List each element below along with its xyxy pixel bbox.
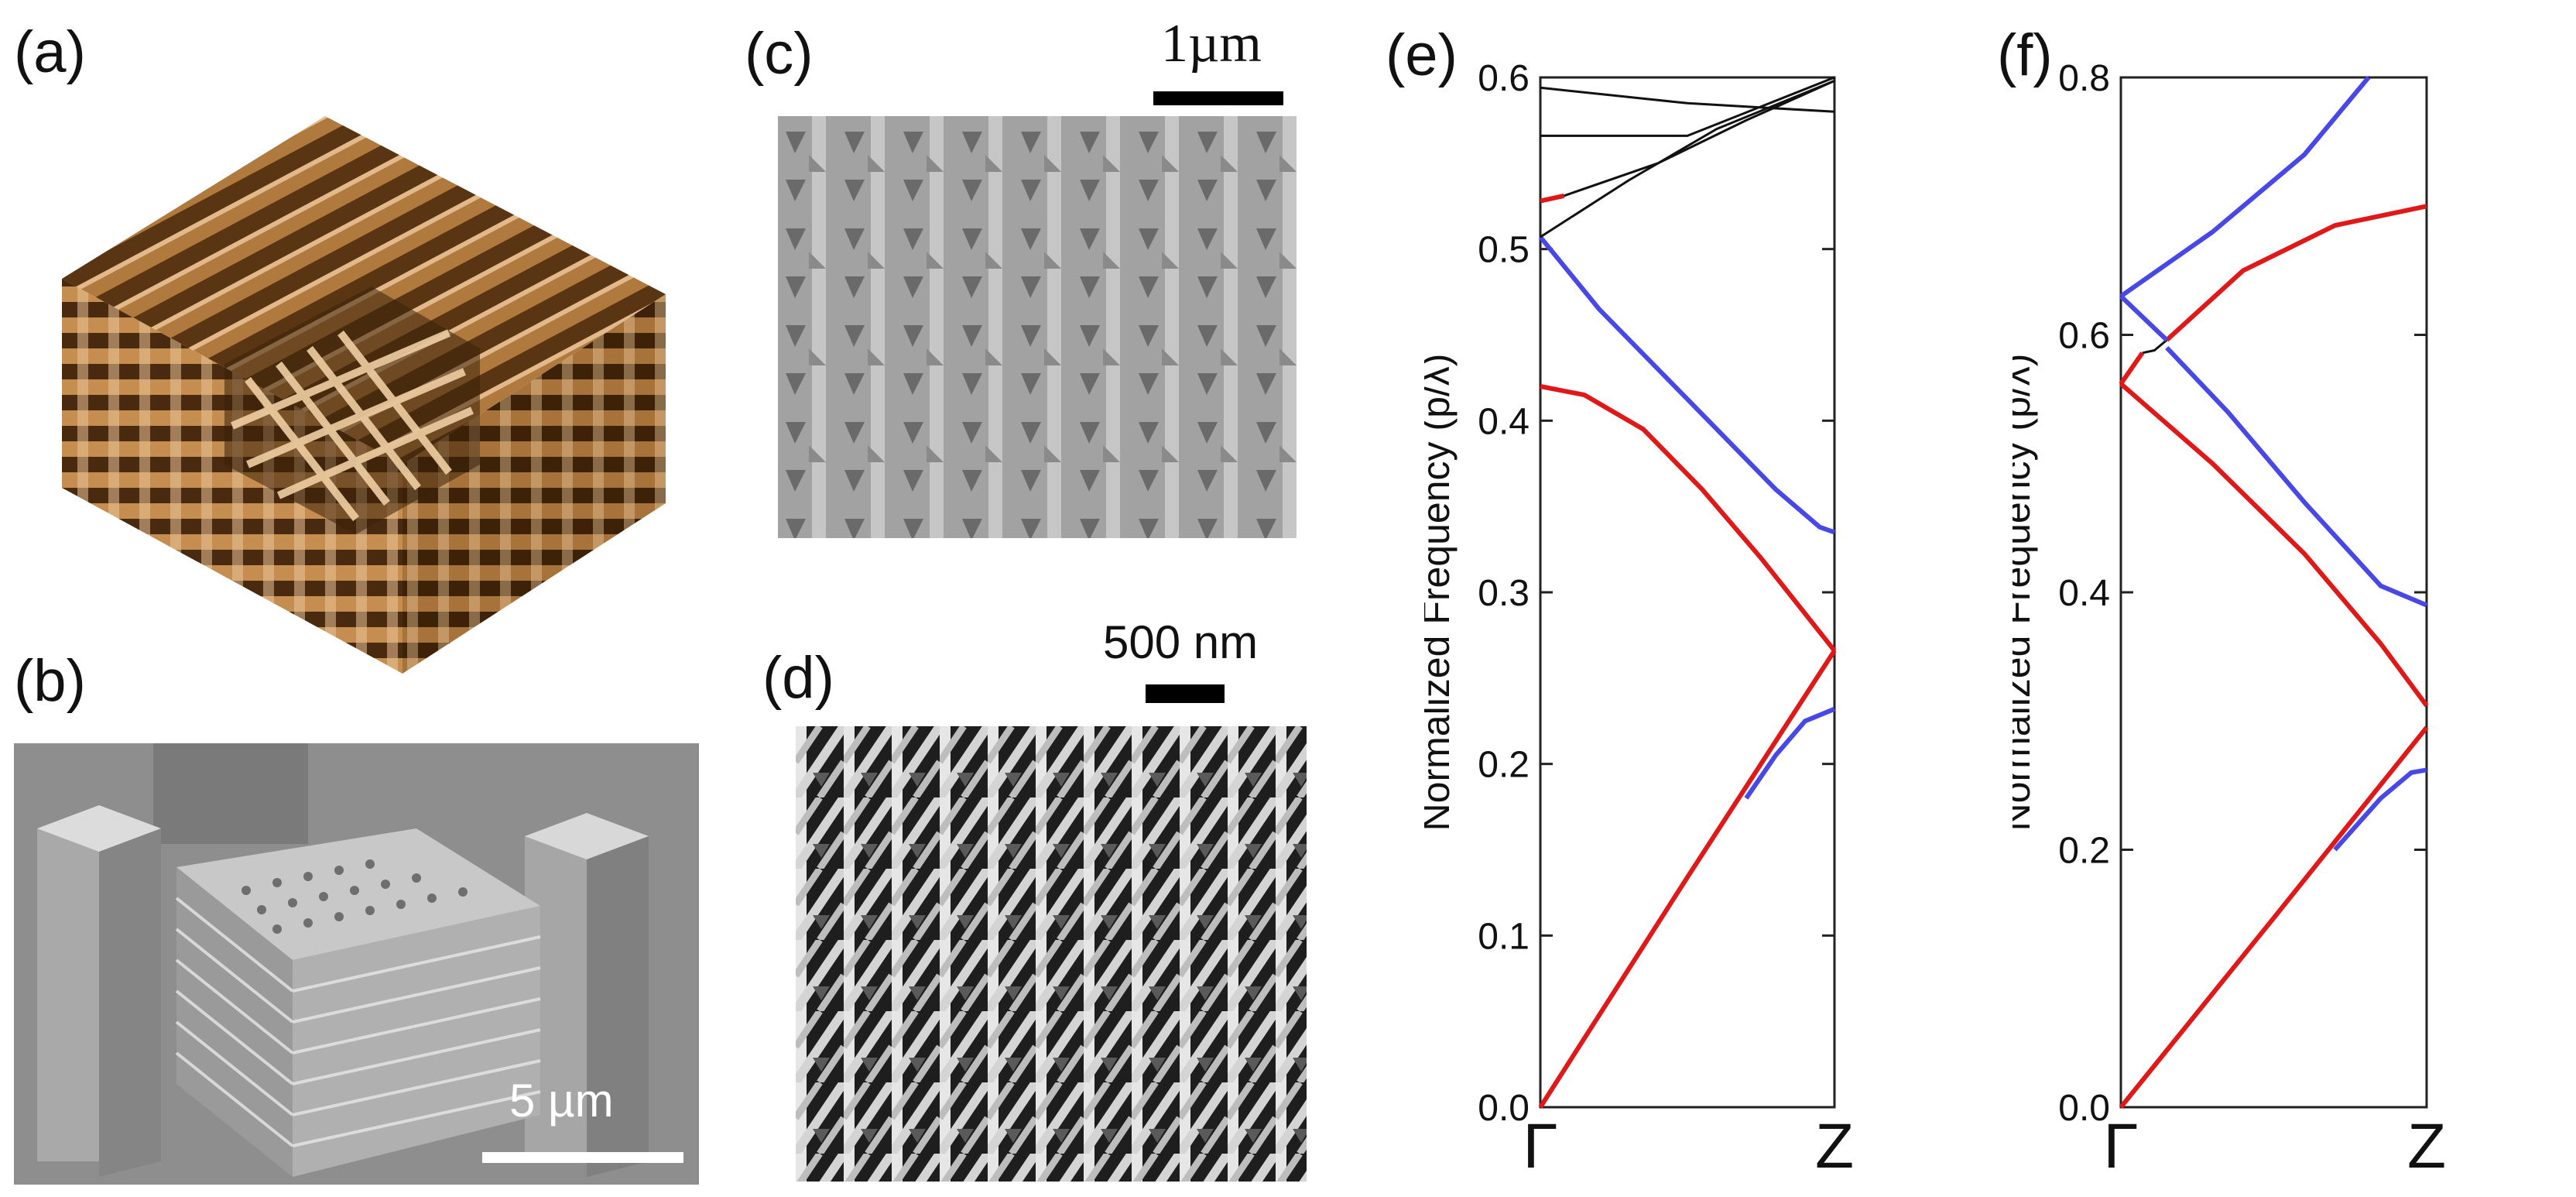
- y-tick-label: 0.4: [1478, 401, 1530, 442]
- series-black-4: [1540, 86, 1835, 113]
- series-blue-acoustic: [2333, 767, 2427, 852]
- panel-label-d: (d): [762, 645, 834, 711]
- y-tick-label: 0.2: [2058, 831, 2110, 872]
- model-top-face: [62, 116, 666, 465]
- series-red-acoustic: [2119, 725, 2429, 1109]
- x-tick-label-z: Z: [2407, 1111, 2446, 1182]
- y-tick-label: 0.0: [2058, 1088, 2110, 1129]
- sem-top-view-icon: [778, 116, 1297, 538]
- woodpile-3d-model-icon: [46, 101, 681, 674]
- scalebar-d: [1146, 684, 1225, 703]
- series-blue-upper-2: [2119, 76, 2371, 299]
- x-tick-label-z: Z: [1815, 1111, 1854, 1182]
- scale-label-c: 1µm: [1161, 14, 1262, 74]
- scale-label-d: 500 nm: [1103, 616, 1259, 668]
- series-black-3: [1540, 76, 1835, 137]
- y-tick-label: 0.5: [1478, 230, 1530, 271]
- x-tick-label-gamma: Γ: [1523, 1111, 1557, 1182]
- scalebar-b: [482, 1152, 683, 1163]
- series-black-1: [1540, 80, 1835, 238]
- y-tick-label: 0.6: [2058, 316, 2110, 357]
- series-black-2: [1563, 80, 1835, 197]
- series-red-upper-2: [2165, 204, 2427, 342]
- y-tick-label: 0.1: [1478, 916, 1530, 957]
- series-red-acoustic: [1538, 649, 1837, 1109]
- y-tick-label: 0.4: [2058, 573, 2110, 614]
- y-tick-label: 0.8: [2058, 62, 2110, 99]
- model-right-face: [402, 294, 666, 674]
- x-tick-label-gamma: Γ: [2103, 1111, 2138, 1182]
- y-tick-label: 0.2: [1478, 745, 1530, 786]
- scalebar-c: [1153, 91, 1283, 105]
- panel-label-c: (c): [745, 21, 814, 87]
- series-red-optical: [1540, 384, 1837, 653]
- series-blue-upper: [2119, 294, 2169, 342]
- series-blue-optical: [1538, 235, 1835, 535]
- panel-label-f: (f): [1997, 22, 2053, 88]
- panel-label-b: (b): [14, 648, 86, 714]
- panel-label-e: (e): [1386, 22, 1458, 88]
- y-tick-label: 0.0: [1478, 1088, 1530, 1129]
- scale-label-b: 5 µm: [509, 1075, 614, 1127]
- series-blue-acoustic: [1744, 706, 1836, 800]
- plot-frame: [2119, 76, 2428, 1109]
- sem-lattice-icon: [796, 726, 1307, 1182]
- series-red-upper: [2119, 352, 2145, 386]
- panel-label-a: (a): [14, 19, 86, 85]
- band-diagram-e: 0.0 0.1 0.2 0.3 0.4 0.5 0.6 Normalized Frequenc…: [1424, 62, 1854, 1182]
- y-tick-label: 0.6: [1478, 62, 1530, 99]
- y-axis-label: Normalized Frequency (p/λ): [1424, 354, 1458, 832]
- series-blue-optical: [2165, 346, 2428, 608]
- y-axis-label: Normalized Frequency (p/λ): [2012, 354, 2038, 832]
- series-red-upper: [1540, 193, 1565, 204]
- band-diagram-f: 0.0 0.2 0.4 0.6 0.8 Normalized Frequency (p/λ…: [2012, 62, 2446, 1182]
- series-black-gap: [2142, 339, 2168, 355]
- series-red-optical: [2119, 382, 2429, 708]
- sem-woodpile-pillars-icon: 5 µm: [14, 743, 699, 1185]
- model-left-face: [62, 279, 402, 674]
- y-tick-label: 0.3: [1478, 573, 1530, 614]
